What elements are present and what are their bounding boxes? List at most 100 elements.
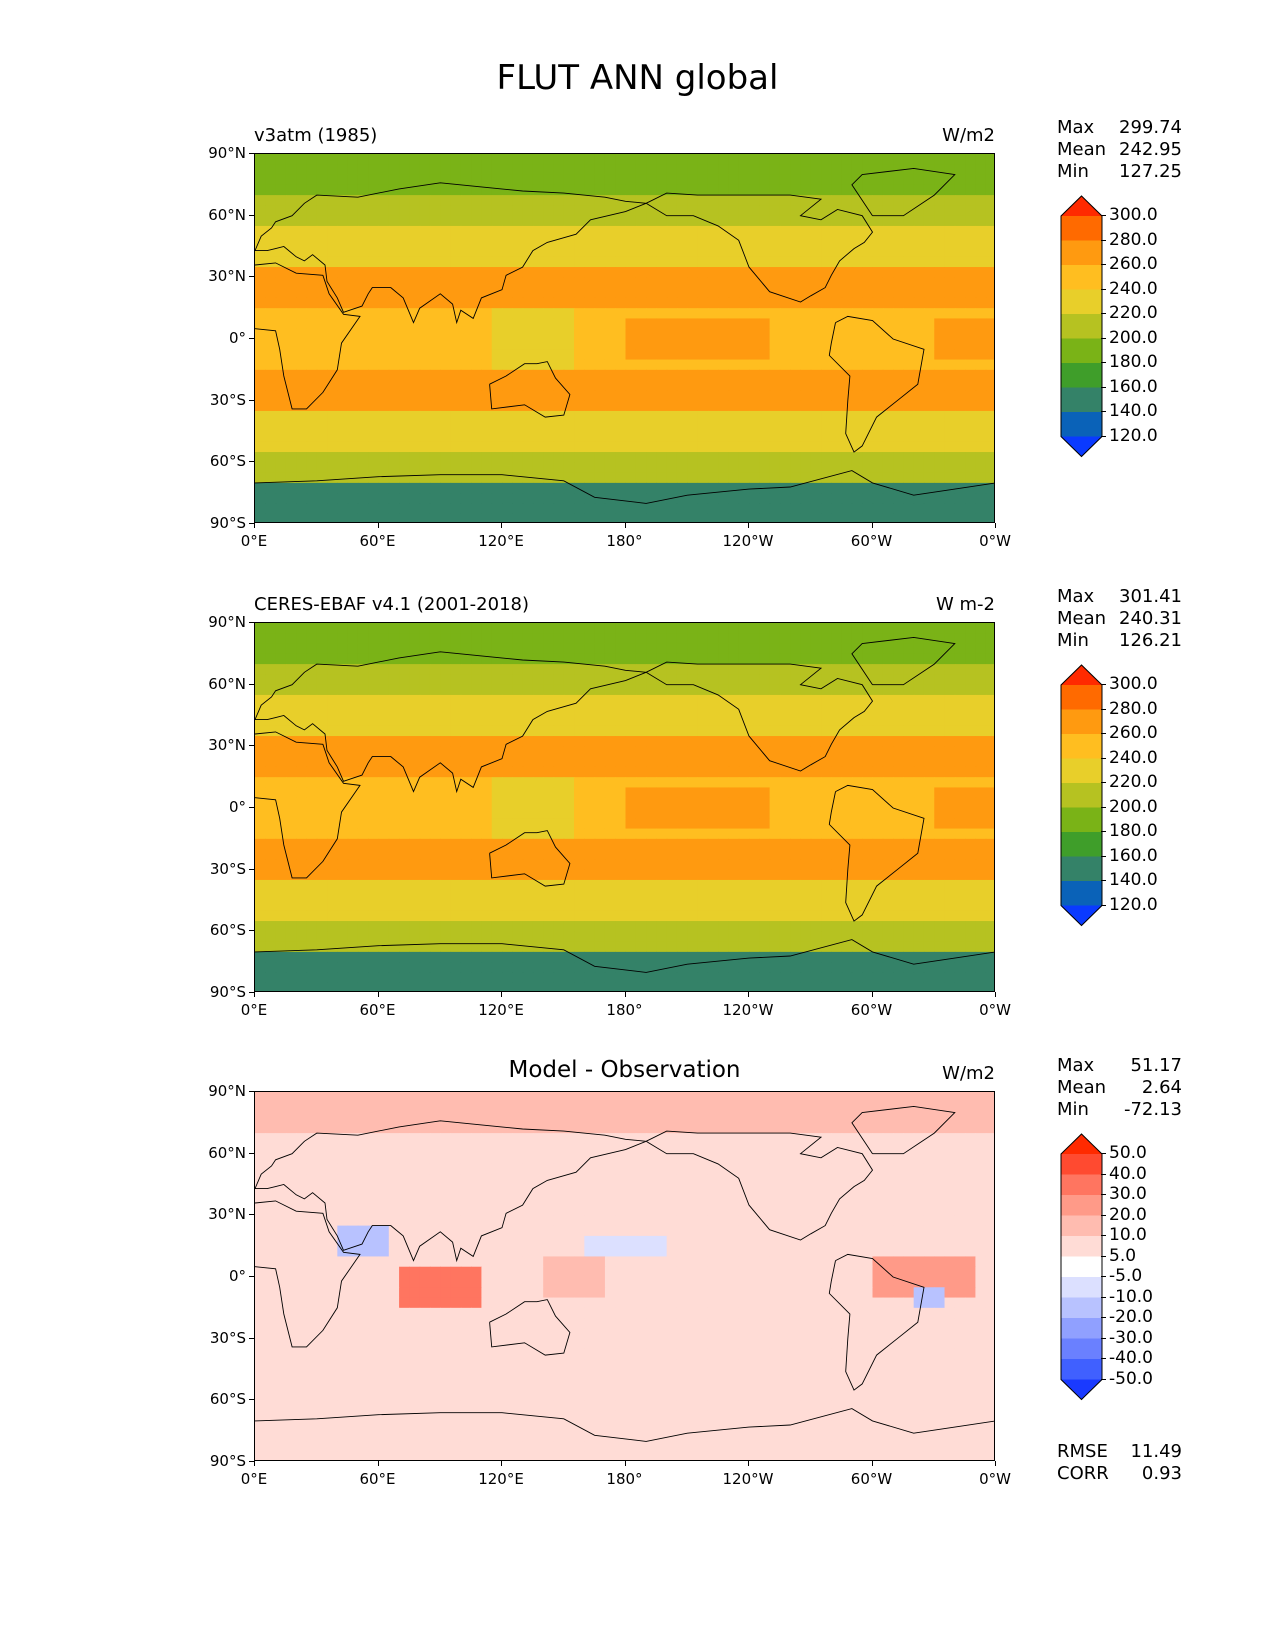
field-cell (574, 787, 585, 799)
field-cell (800, 328, 812, 340)
field-cell (810, 308, 822, 320)
field-cell (378, 328, 390, 340)
field-cell (934, 725, 946, 737)
field-cell (368, 818, 380, 830)
field-cell (749, 838, 760, 850)
field-cell (913, 452, 925, 463)
field-cell (563, 380, 575, 391)
field-cell (512, 164, 524, 176)
field-cell (399, 910, 410, 922)
field-cell (255, 859, 266, 871)
field-cell (399, 869, 410, 881)
field-cell (851, 369, 863, 381)
field-cell (934, 174, 946, 186)
field-cell (615, 808, 627, 819)
field-cell (368, 643, 380, 655)
field-cell (388, 174, 400, 186)
field-cell (285, 910, 297, 922)
field-cell (440, 797, 452, 809)
field-cell (429, 890, 441, 902)
field-cell (388, 951, 400, 963)
field-cell (676, 869, 688, 881)
field-cell (440, 921, 452, 932)
field-cell (666, 756, 678, 768)
field-cell (821, 838, 832, 850)
field-cell (491, 174, 503, 186)
field-cell (821, 369, 832, 381)
field-cell (491, 756, 503, 768)
field-cell (646, 452, 657, 463)
field-cell (481, 808, 493, 819)
field-cell (676, 452, 688, 463)
field-cell (584, 746, 596, 758)
field-cell (810, 184, 822, 196)
field-cell (522, 838, 534, 850)
field-cell (656, 808, 668, 819)
field-cell (718, 653, 730, 665)
field-cell (285, 818, 297, 830)
field-cell (841, 452, 853, 463)
field-cell (522, 205, 534, 217)
field-cell (718, 900, 730, 912)
field-cell (532, 653, 544, 665)
colorbar-segment (1061, 289, 1102, 315)
field-cell (903, 164, 915, 176)
field-cell (275, 225, 287, 237)
field-cell (646, 890, 657, 902)
field-cell (656, 308, 668, 320)
field-cell (862, 380, 874, 391)
field-cell (450, 267, 462, 278)
field-cell (687, 174, 699, 186)
field-cell (502, 890, 513, 902)
field-cell (604, 931, 616, 943)
field-cell (893, 921, 904, 932)
field-cell (563, 174, 575, 186)
field-cell (255, 869, 266, 881)
field-cell (543, 256, 555, 268)
field-cell (923, 421, 935, 433)
field-cell (574, 808, 585, 819)
field-cell (306, 441, 318, 453)
field-cell (656, 369, 668, 381)
field-cell (800, 215, 812, 227)
field-cell (429, 664, 441, 675)
field-cell (882, 369, 894, 381)
field-cell (337, 921, 349, 932)
field-cell (759, 849, 771, 860)
field-cell (388, 164, 400, 176)
field-cell (934, 694, 946, 706)
field-cell (502, 879, 513, 891)
field-cell (574, 493, 585, 505)
field-cell (502, 441, 513, 453)
field-cell (975, 184, 987, 196)
field-cell (831, 808, 843, 819)
field-cell (656, 664, 668, 675)
field-cell (790, 694, 802, 706)
field-cell (656, 828, 668, 840)
field-cell (944, 400, 956, 412)
field-cell (923, 777, 935, 789)
field-cell (543, 931, 555, 943)
field-cell (676, 838, 688, 850)
field-cell (718, 184, 730, 196)
field-cell (759, 154, 771, 165)
field-cell (821, 869, 832, 881)
field-cell (604, 725, 616, 737)
field-cell (440, 674, 452, 686)
field-cell (584, 195, 596, 206)
field-cell (893, 225, 904, 237)
field-cell (357, 756, 369, 768)
field-cell (255, 808, 266, 819)
field-cell (831, 277, 843, 289)
field-cell (409, 297, 421, 309)
field-cell (347, 869, 359, 881)
field-cell (923, 359, 935, 371)
field-cell (481, 931, 493, 943)
field-cell (913, 390, 925, 402)
field-cell (851, 787, 863, 799)
field-cell (285, 410, 297, 422)
field-cell (460, 154, 472, 165)
field-cell (399, 777, 410, 789)
field-cell (728, 349, 740, 361)
field-cell (296, 308, 308, 320)
